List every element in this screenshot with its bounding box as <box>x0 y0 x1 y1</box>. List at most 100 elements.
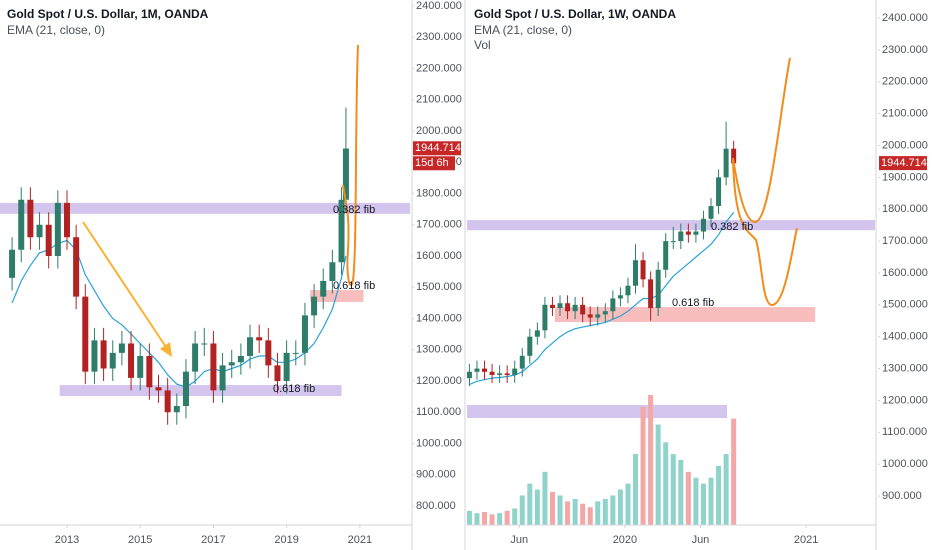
y-tick-label: 900.000 <box>416 469 456 481</box>
candle-body <box>693 231 699 235</box>
y-tick-label: 2400.000 <box>416 0 462 12</box>
indicator-label: EMA (21, close, 0) <box>7 23 105 37</box>
candle-body <box>670 241 676 243</box>
candle-body <box>265 340 272 366</box>
candle-body <box>173 406 180 413</box>
volume-bar <box>716 465 722 525</box>
candle-body <box>557 303 563 309</box>
zone <box>0 202 410 214</box>
candle-body <box>527 336 533 356</box>
candle-body <box>723 148 729 178</box>
volume-bar <box>685 471 691 525</box>
last-price-box <box>879 156 927 171</box>
y-tick-label: 2200.000 <box>416 62 462 74</box>
candle-body <box>9 249 16 278</box>
candle-body <box>648 279 654 309</box>
y-tick-label: 1400.000 <box>882 331 928 343</box>
zone <box>554 307 816 323</box>
candle-body <box>247 337 254 356</box>
indicator-label: EMA (21, close, 0) <box>474 23 572 37</box>
candle-body <box>685 231 691 235</box>
volume-bar <box>542 471 548 525</box>
volume-bar <box>504 510 510 525</box>
candle-body <box>489 371 495 375</box>
candle-body <box>109 352 116 369</box>
candle-body <box>146 356 153 388</box>
y-tick-label: 1100.000 <box>416 406 461 418</box>
y-tick-label: 2300.000 <box>416 31 462 43</box>
candle-body <box>482 368 488 372</box>
volume-bar <box>474 513 480 525</box>
projection-curve <box>342 44 359 287</box>
y-tick-label: 1300.000 <box>416 344 462 356</box>
candle-body <box>27 199 34 238</box>
volume-bar <box>580 503 586 525</box>
candle-body <box>580 304 586 315</box>
y-tick-label: 2000.000 <box>416 125 462 137</box>
legend-right: Gold Spot / U.S. Dollar, 1W, OANDA EMA (… <box>474 7 676 52</box>
ema-line <box>11 239 347 388</box>
y-tick-label: 1600.000 <box>882 267 928 279</box>
candle-body <box>311 296 318 316</box>
candle-body <box>18 199 25 250</box>
volume-bar <box>527 483 533 525</box>
y-tick-label: 1900.000 <box>882 171 928 183</box>
candle-body <box>663 241 669 270</box>
candle-body <box>128 343 135 378</box>
candle-body <box>329 262 336 281</box>
drawings <box>82 44 798 351</box>
candle-body <box>716 177 722 207</box>
candle-body <box>700 218 706 232</box>
candle-body <box>73 237 80 297</box>
candle-body <box>504 373 510 375</box>
candle-body <box>565 303 571 312</box>
candle-body <box>54 202 61 256</box>
candle-body <box>63 202 70 238</box>
volume-bar <box>655 424 661 525</box>
last-price-label: 1944.714 <box>881 157 927 169</box>
left-plot <box>0 107 410 425</box>
y-tick-label: 2100.000 <box>416 94 462 106</box>
y-tick-label: 2100.000 <box>882 108 928 120</box>
y-tick-label: 2200.000 <box>882 76 928 88</box>
candle-body <box>617 295 623 299</box>
zone <box>467 220 875 231</box>
candle-body <box>678 231 684 242</box>
volume-bar <box>467 510 472 525</box>
volume-bar <box>497 513 503 525</box>
axes <box>0 0 877 550</box>
candle-body <box>534 330 540 337</box>
chart-title: Gold Spot / U.S. Dollar, 1W, OANDA <box>474 7 676 21</box>
volume-bar <box>512 508 518 525</box>
arrow-head <box>160 342 172 357</box>
right-plot <box>467 121 875 525</box>
volume-bar <box>572 499 578 525</box>
volume-bar <box>640 406 646 525</box>
candle-body <box>237 356 244 363</box>
annotation: 0.382 fib <box>333 204 375 216</box>
candle-body <box>549 304 555 309</box>
volume-bar <box>723 454 729 525</box>
y-tick-label: 900.000 <box>882 490 922 502</box>
volume-bar <box>678 460 684 525</box>
volume-bar <box>633 454 639 525</box>
candle-body <box>633 260 639 286</box>
legend-left: Gold Spot / U.S. Dollar, 1M, OANDA EMA (… <box>7 7 209 37</box>
candle-body <box>274 365 281 381</box>
candle-body <box>82 296 89 372</box>
x-tick-label: Jun <box>692 534 710 546</box>
volume-bar <box>587 507 593 525</box>
zone <box>467 404 728 418</box>
last-price-box <box>413 141 461 156</box>
candle-body <box>708 206 714 219</box>
x-tick-label: 2019 <box>274 534 298 546</box>
chart-title: Gold Spot / U.S. Dollar, 1M, OANDA <box>7 7 209 21</box>
candle-body <box>542 304 548 331</box>
candle-body <box>640 260 646 280</box>
y-tick-label: 2400.000 <box>882 12 928 24</box>
x-tick-label: Jun <box>510 534 528 546</box>
candle-body <box>474 368 480 372</box>
annotation: 0.382 fib <box>711 221 753 233</box>
y-tick-label: 1500.000 <box>416 281 462 293</box>
candle-body <box>118 343 125 353</box>
